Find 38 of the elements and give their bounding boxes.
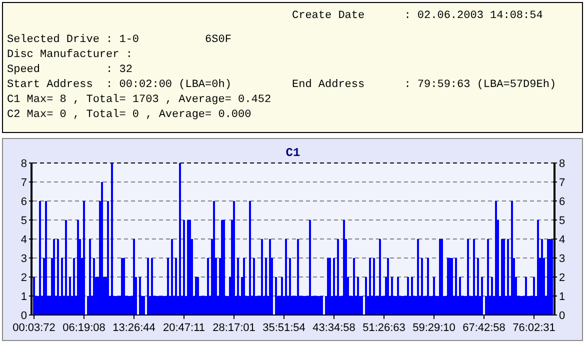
- y-tick-label: 8: [20, 158, 27, 170]
- y2-tick-label: 3: [559, 253, 566, 265]
- y2-tick-label: 7: [559, 177, 566, 189]
- y2-tick-label: 5: [559, 215, 566, 227]
- x-tick-label: 13:26:44: [112, 322, 156, 334]
- x-tick-label: 67:42:58: [462, 322, 506, 334]
- y2-tick-label: 6: [559, 196, 566, 208]
- x-tick-label: 28:17:01: [212, 322, 256, 334]
- y-tick-label: 4: [20, 234, 27, 246]
- text: Disc Manufacturer :: [7, 49, 132, 61]
- y2-tick-label: 0: [559, 310, 566, 322]
- x-tick-label: 00:03:72: [12, 322, 56, 334]
- y2-tick-label: 2: [559, 272, 566, 284]
- y-tick-label: 3: [20, 253, 27, 265]
- text: Create Date : 02.06.2003 14:08:54: [292, 10, 544, 22]
- x-tick-label: 76:02:31: [512, 322, 556, 334]
- y2-tick-label: 1: [559, 291, 566, 303]
- text: Selected Drive : 1-0 6S0F: [7, 34, 232, 46]
- y-tick-label: 2: [20, 272, 27, 284]
- y-tick-label: 1: [20, 291, 27, 303]
- x-tick-label: 06:19:08: [62, 322, 106, 334]
- text: Start Address : 00:02:00 (LBA=0h): [7, 79, 232, 91]
- x-tick-label: 51:26:63: [362, 322, 406, 334]
- x-tick-label: 43:34:58: [312, 322, 356, 334]
- text: C1 Max= 8 , Total= 1703 , Average= 0.452: [7, 94, 272, 106]
- chart-title: C1: [286, 146, 300, 160]
- y-tick-label: 7: [20, 177, 27, 189]
- y-tick-label: 6: [20, 196, 27, 208]
- y-tick-label: 5: [20, 215, 27, 227]
- x-tick-label: 20:47:11: [162, 322, 206, 334]
- text: C2 Max= 0 , Total= 0 , Average= 0.000: [7, 109, 252, 121]
- text: End Address : 79:59:63 (LBA=57D9Eh): [292, 79, 556, 91]
- text: Speed : 32: [7, 64, 132, 76]
- x-tick-label: 35:51:54: [262, 322, 306, 334]
- y2-tick-label: 4: [559, 234, 566, 246]
- y-tick-label: 0: [20, 310, 27, 322]
- x-tick-label: 59:29:10: [412, 322, 456, 334]
- y2-tick-label: 8: [559, 158, 566, 170]
